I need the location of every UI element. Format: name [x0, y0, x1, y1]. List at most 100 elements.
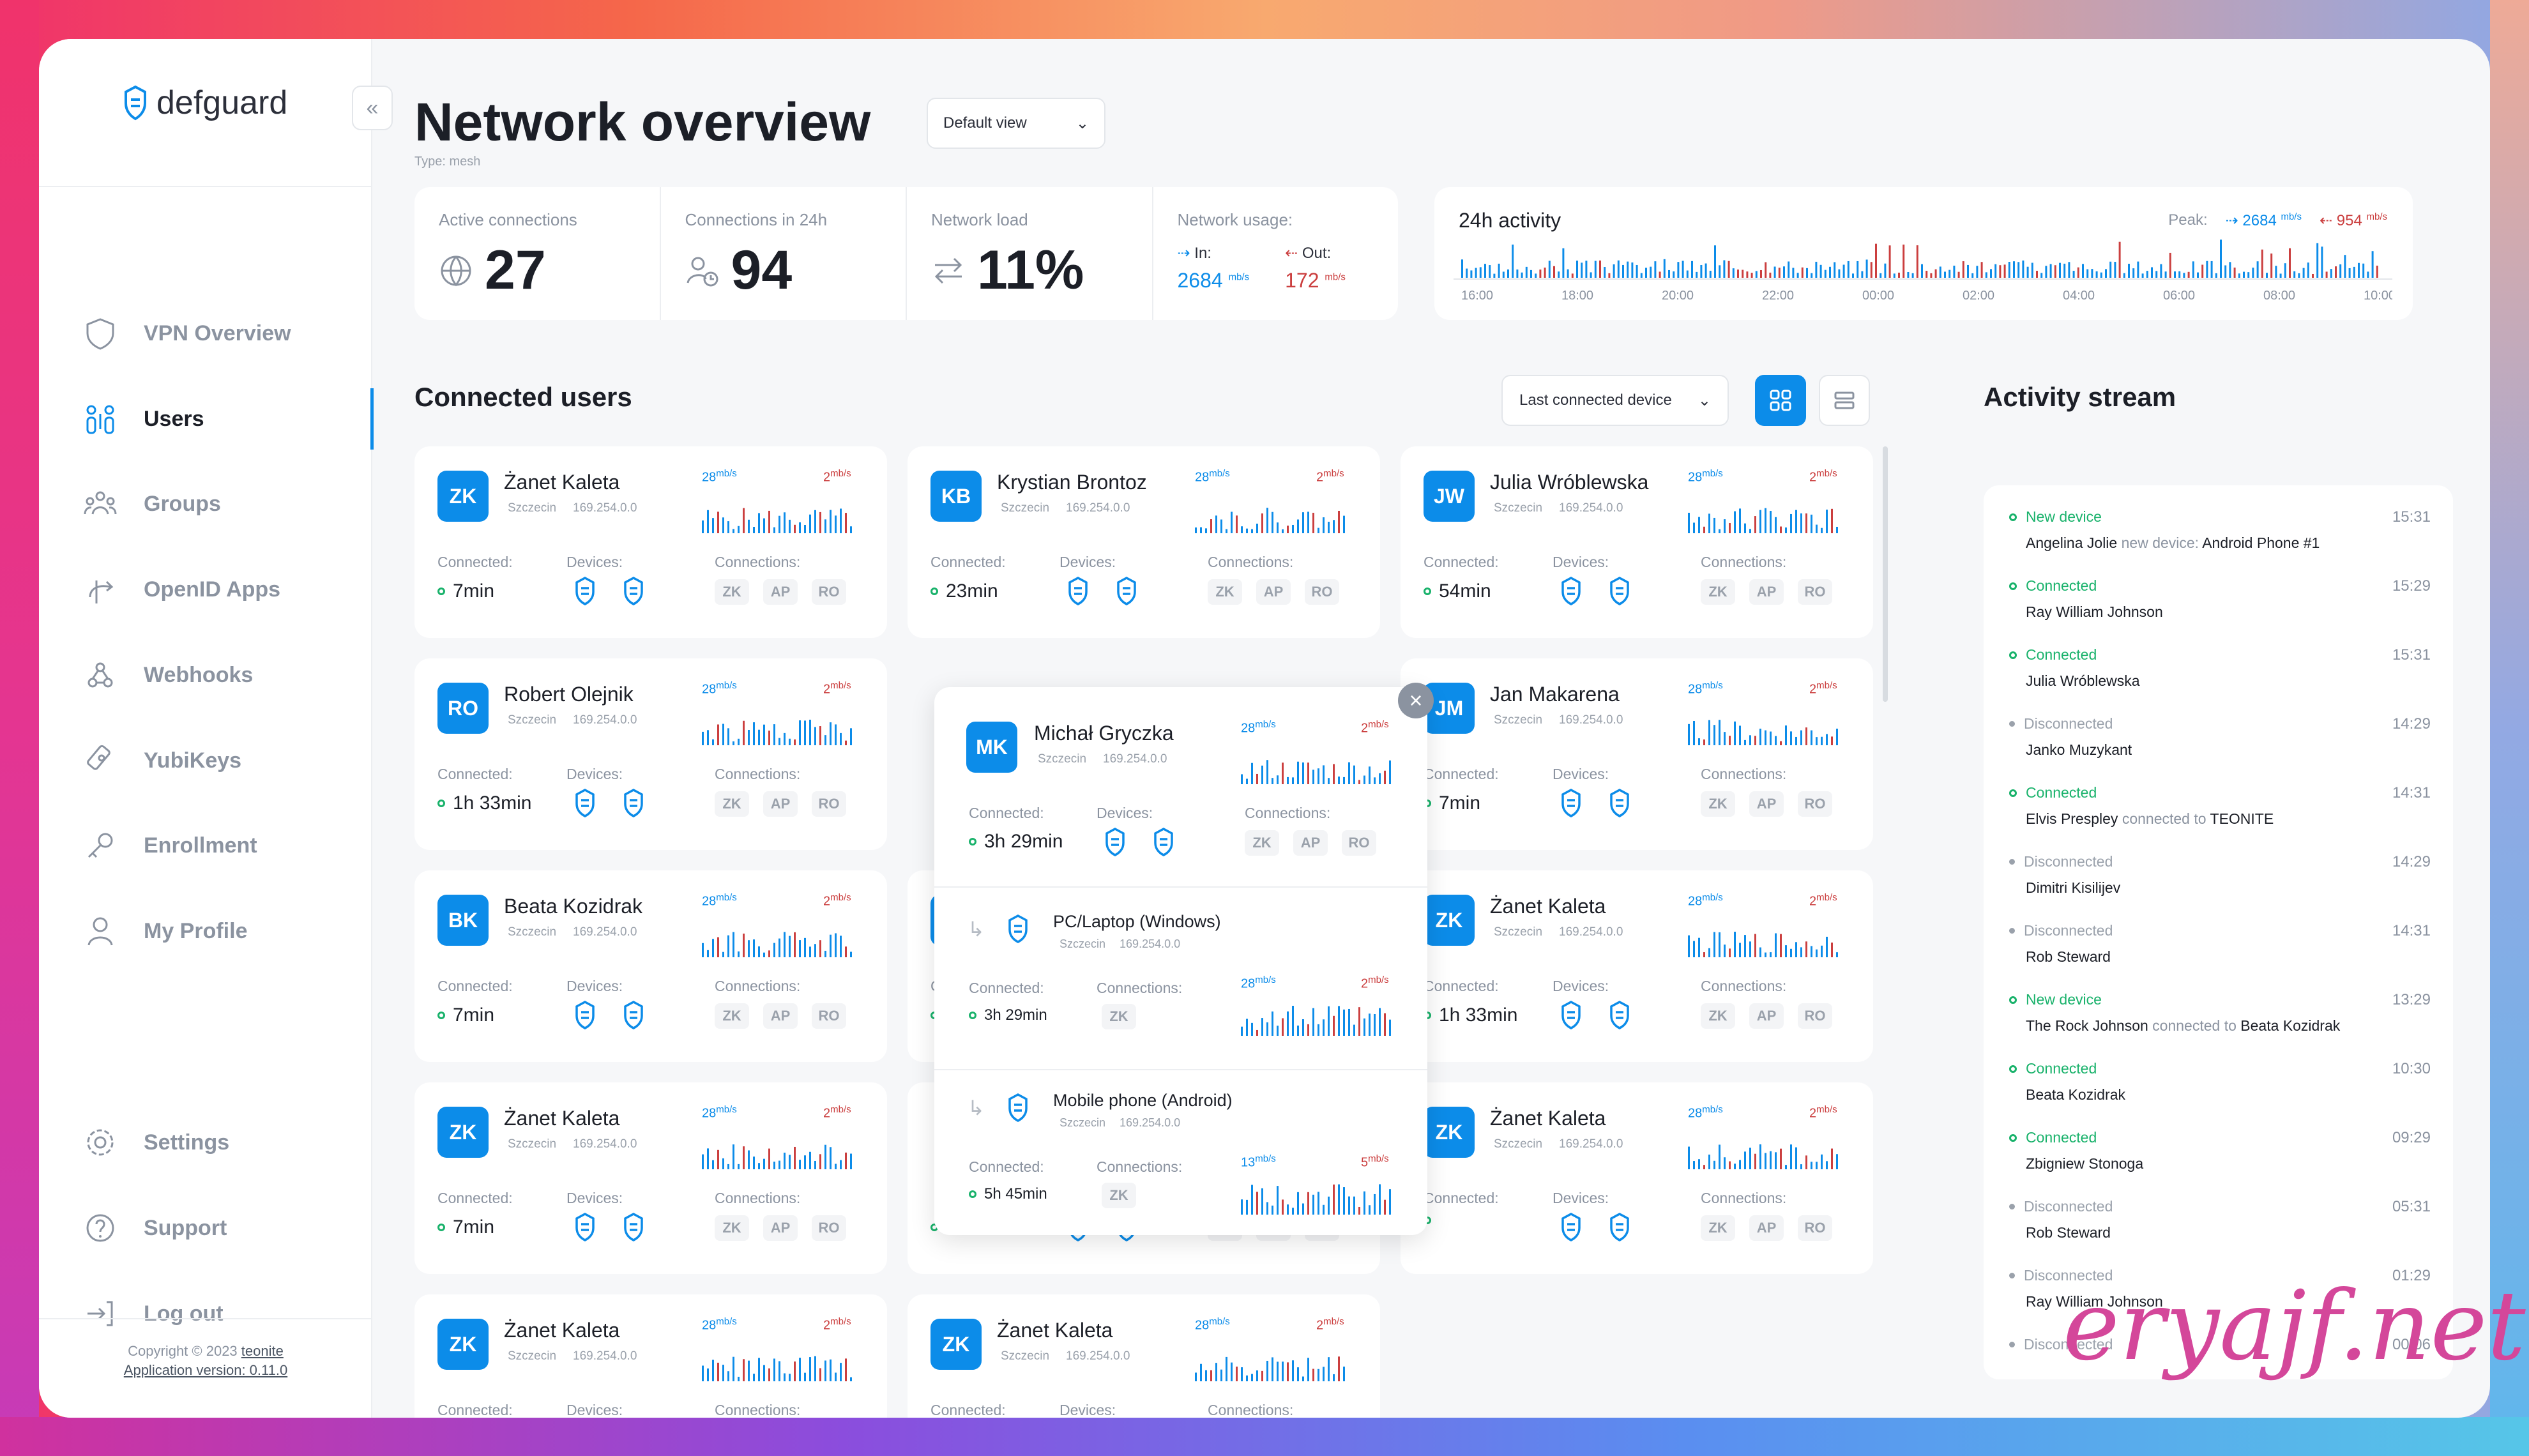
sidebar-item-enrollment[interactable]: Enrollment [39, 815, 372, 876]
connection-tag[interactable]: AP [763, 1003, 798, 1029]
connection-tag[interactable]: AP [763, 791, 798, 817]
stream-event[interactable]: Disconnected 14:29 Dimitri Kisilijev [2009, 853, 2431, 897]
connection-tag[interactable]: AP [1256, 579, 1291, 605]
device-shield-icon[interactable] [573, 575, 597, 609]
stream-event[interactable]: Connected 15:31 Julia Wróblewska [2009, 646, 2431, 690]
sidebar-item-log-out[interactable]: Log out [39, 1283, 372, 1344]
device-shield-icon[interactable] [621, 999, 646, 1033]
connection-tag[interactable]: AP [1749, 1215, 1784, 1241]
sidebar-item-webhooks[interactable]: Webhooks [39, 644, 372, 706]
device-shield-icon[interactable] [1559, 575, 1583, 609]
device-shield-icon[interactable] [573, 787, 597, 821]
connection-tag[interactable]: RO [812, 791, 846, 817]
connection-tag[interactable]: ZK [1701, 791, 1735, 817]
stream-event[interactable]: Connected 15:29 Ray William Johnson [2009, 577, 2431, 621]
connection-tag[interactable]: AP [1749, 579, 1784, 605]
app-version[interactable]: Application version: 0.11.0 [123, 1362, 288, 1378]
connection-tag[interactable]: AP [1749, 791, 1784, 817]
connection-tag[interactable]: RO [1798, 1215, 1832, 1241]
connection-tag[interactable]: RO [1798, 579, 1832, 605]
sidebar-item-my-profile[interactable]: My Profile [39, 900, 372, 962]
sidebar-item-users[interactable]: Users [39, 388, 374, 450]
device-shield-icon[interactable] [1607, 575, 1632, 609]
stream-event[interactable]: New device 13:29 The Rock Johnson connecte… [2009, 991, 2431, 1035]
device-shield-icon[interactable] [1114, 575, 1139, 609]
connection-tag[interactable]: ZK [1208, 579, 1242, 605]
device-shield-icon[interactable] [1103, 826, 1127, 860]
sidebar-item-yubikeys[interactable]: YubiKeys [39, 730, 372, 791]
connection-tag[interactable]: RO [812, 579, 846, 605]
stream-event[interactable]: Disconnected 14:29 Janko Muzykant [2009, 715, 2431, 759]
connection-tag[interactable]: RO [1798, 791, 1832, 817]
sidebar-item-openid-apps[interactable]: OpenID Apps [39, 559, 372, 620]
connection-tag[interactable]: ZK [1701, 1003, 1735, 1029]
user-card[interactable]: JM Jan Makarena Szczecin 169.254.0.0 28mb/s 2… [1401, 658, 1873, 850]
stream-event[interactable]: Disconnected 00:06 [2009, 1336, 2431, 1353]
device-shield-icon[interactable] [1607, 999, 1632, 1033]
device-shield-icon[interactable] [1607, 787, 1632, 821]
stream-event[interactable]: New device 15:31 Angelina Jolie new device… [2009, 508, 2431, 552]
connection-tag[interactable]: AP [763, 1215, 798, 1241]
connection-tag[interactable]: AP [1749, 1003, 1784, 1029]
connection-tag[interactable]: RO [812, 1003, 846, 1029]
close-expanded-button[interactable]: × [1398, 683, 1434, 718]
sidebar-item-vpn-overview[interactable]: VPN Overview [39, 303, 372, 364]
device-shield-icon[interactable] [621, 575, 646, 609]
device-row[interactable]: ↳ Mobile phone (Android) Szczecin 169.254.0… [934, 1070, 1427, 1243]
user-card[interactable]: BK Beata Kozidrak Szczecin 169.254.0.0 28mb/… [414, 870, 887, 1062]
device-shield-icon[interactable] [1559, 1211, 1583, 1245]
user-card[interactable]: RO Robert Olejnik Szczecin 169.254.0.0 28mb/… [414, 658, 887, 850]
collapse-sidebar-button[interactable]: « [352, 86, 393, 130]
device-shield-icon[interactable] [1607, 1211, 1632, 1245]
stream-event[interactable]: Connected 10:30 Beata Kozidrak [2009, 1060, 2431, 1103]
device-row[interactable]: ↳ PC/Laptop (Windows) Szczecin 169.254.0.0 C… [934, 891, 1427, 1064]
sidebar-item-support[interactable]: Support [39, 1197, 372, 1259]
stream-event[interactable]: Disconnected 14:31 Rob Steward [2009, 922, 2431, 966]
sidebar-item-settings[interactable]: Settings [39, 1112, 372, 1173]
sidebar-item-groups[interactable]: Groups [39, 473, 372, 535]
stream-event[interactable]: Disconnected 05:31 Rob Steward [2009, 1198, 2431, 1241]
device-shield-icon[interactable] [1559, 787, 1583, 821]
stream-event[interactable]: Connected 09:29 Zbigniew Stonoga [2009, 1129, 2431, 1172]
connection-tag[interactable]: AP [763, 579, 798, 605]
sort-select[interactable]: Last connected device ⌄ [1501, 375, 1729, 426]
view-select[interactable]: Default view ⌄ [927, 98, 1105, 149]
connection-tag[interactable]: ZK [1102, 1004, 1136, 1029]
connection-tag[interactable]: ZK [1701, 579, 1735, 605]
grid-view-button[interactable] [1755, 375, 1806, 426]
spark-bar [1688, 512, 1690, 533]
logo[interactable]: defguard [122, 84, 287, 122]
device-shield-icon[interactable] [621, 787, 646, 821]
device-shield-icon[interactable] [621, 1211, 646, 1245]
connection-tag[interactable]: RO [1305, 579, 1339, 605]
device-shield-icon[interactable] [573, 1211, 597, 1245]
connection-tag[interactable]: RO [812, 1215, 846, 1241]
device-shield-icon[interactable] [1066, 575, 1090, 609]
device-shield-icon[interactable] [1559, 999, 1583, 1033]
stream-event[interactable]: Connected 14:31 Elvis Prespley connected t… [2009, 784, 2431, 828]
user-card[interactable]: JW Julia Wróblewska Szczecin 169.254.0.0 28m… [1401, 446, 1873, 638]
connection-tag[interactable]: ZK [715, 579, 749, 605]
connection-tag[interactable]: ZK [715, 1003, 749, 1029]
copyright-link[interactable]: teonite [241, 1343, 284, 1359]
device-shield-icon[interactable] [1151, 826, 1176, 860]
list-view-button[interactable] [1819, 375, 1870, 426]
connection-tag[interactable]: AP [1293, 830, 1328, 856]
user-card[interactable]: KB Krystian Brontoz Szczecin 169.254.0.0 28m… [908, 446, 1380, 638]
connection-tag[interactable]: RO [1798, 1003, 1832, 1029]
connection-tag[interactable]: ZK [1102, 1183, 1136, 1208]
device-shield-icon[interactable] [573, 999, 597, 1033]
connection-tag[interactable]: ZK [1701, 1215, 1735, 1241]
connection-tag[interactable]: ZK [1245, 830, 1279, 856]
connection-tag[interactable]: RO [1342, 830, 1376, 856]
connection-tag[interactable]: ZK [715, 791, 749, 817]
connection-tag[interactable]: ZK [715, 1215, 749, 1241]
stream-event[interactable]: Disconnected 01:29 Ray William Johnson [2009, 1267, 2431, 1310]
users-scrollbar[interactable] [1883, 446, 1888, 702]
